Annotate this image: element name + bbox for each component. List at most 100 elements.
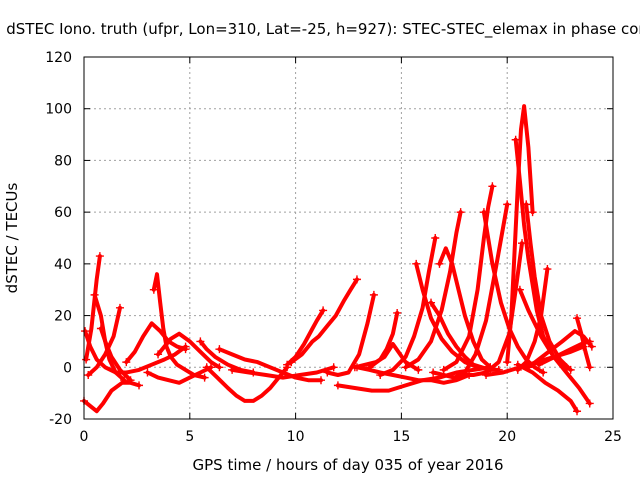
series-line [82, 380, 141, 414]
data-point-marker [228, 365, 237, 374]
series-line [378, 236, 438, 377]
series-trace [228, 363, 338, 380]
x-tick-label: 20 [498, 429, 516, 445]
series-line [458, 241, 524, 377]
data-point-marker [585, 363, 594, 372]
series-trace [365, 308, 402, 372]
data-point-marker [456, 371, 465, 380]
data-point-marker [369, 290, 378, 299]
y-tick-label: 60 [54, 205, 72, 221]
data-point-marker [215, 363, 224, 372]
data-point-marker [149, 285, 158, 294]
series-line [98, 326, 133, 383]
data-point-marker [82, 355, 91, 364]
series-trace [323, 290, 378, 377]
series-trace [82, 252, 104, 364]
series-trace [122, 321, 190, 367]
data-point-marker [333, 381, 342, 390]
data-point-marker [503, 200, 512, 209]
y-tick-labels: -20 0 20 40 60 80 100 120 [45, 50, 72, 428]
data-point-marker [573, 314, 582, 323]
series-trace [154, 331, 224, 372]
series-line [325, 292, 376, 377]
series-line [145, 365, 213, 385]
data-point-marker [81, 327, 90, 336]
data-point-marker [456, 208, 465, 217]
data-point-marker [319, 306, 328, 315]
series-line [124, 321, 188, 365]
series-line [403, 210, 463, 370]
series-trace [524, 329, 596, 372]
data-point-marker [427, 298, 436, 307]
series-line [526, 329, 594, 370]
series-line [355, 365, 472, 385]
series-trace [149, 272, 209, 382]
series-line [151, 272, 207, 380]
data-point-marker [429, 368, 438, 377]
axis-ticks [83, 56, 614, 420]
series-line [441, 184, 495, 372]
x-axis-label: GPS time / hours of day 035 of year 2016 [193, 456, 504, 474]
data-point-marker [488, 182, 497, 191]
series-trace [215, 345, 325, 385]
x-tick-label: 0 [80, 429, 89, 445]
data-point-marker [522, 200, 531, 209]
data-point-marker [431, 234, 440, 242]
series-trace [96, 324, 135, 385]
data-point-marker [215, 345, 224, 354]
y-tick-label: 40 [54, 257, 72, 273]
data-point-marker [323, 368, 332, 377]
data-point-marker [316, 376, 325, 385]
data-point-marker [503, 358, 512, 367]
series-line [367, 311, 400, 370]
series-line [352, 342, 421, 372]
data-point-marker [84, 371, 93, 380]
series-line [86, 305, 122, 377]
data-point-marker [401, 363, 410, 372]
series-trace [80, 380, 144, 414]
data-point-marker [439, 365, 448, 374]
data-point-marker [393, 308, 402, 317]
x-tick-label: 15 [392, 429, 410, 445]
data-point-marker [479, 208, 488, 217]
series-line [84, 254, 102, 362]
series-line [230, 365, 336, 380]
data-point-marker [154, 350, 163, 359]
x-tick-label: 5 [185, 429, 194, 445]
y-tick-label: 0 [63, 360, 72, 376]
data-point-marker [573, 407, 582, 416]
data-point-marker [376, 371, 385, 380]
data-series [80, 104, 596, 416]
series-line [575, 316, 592, 370]
x-tick-labels: 0 5 10 15 20 25 [80, 429, 622, 445]
data-point-marker [566, 365, 575, 374]
series-trace [84, 303, 124, 380]
data-point-marker [202, 363, 211, 372]
y-tick-label: 120 [45, 50, 72, 66]
data-point-marker [412, 259, 421, 268]
series-trace [287, 275, 361, 367]
x-tick-label: 10 [287, 429, 305, 445]
data-point-marker [196, 337, 205, 346]
data-point-marker [200, 373, 209, 382]
data-point-marker [543, 265, 552, 274]
series-trace [456, 239, 527, 380]
data-point-marker [515, 285, 524, 294]
series-trace [513, 360, 582, 416]
data-point-marker [287, 358, 296, 367]
series-trace [401, 208, 465, 372]
data-point-marker [524, 363, 533, 372]
data-point-marker [352, 275, 361, 284]
data-point-marker [585, 399, 594, 408]
data-point-marker [539, 368, 548, 377]
data-point-marker [329, 363, 338, 372]
series-line [83, 329, 188, 375]
data-point-marker [528, 208, 537, 217]
y-tick-label: 100 [45, 102, 72, 118]
data-point-marker [511, 135, 520, 144]
series-trace [435, 246, 495, 372]
data-point-marker [534, 360, 543, 369]
y-tick-label: 20 [54, 309, 72, 325]
plot-frame [83, 56, 614, 420]
data-point-marker [352, 363, 361, 372]
